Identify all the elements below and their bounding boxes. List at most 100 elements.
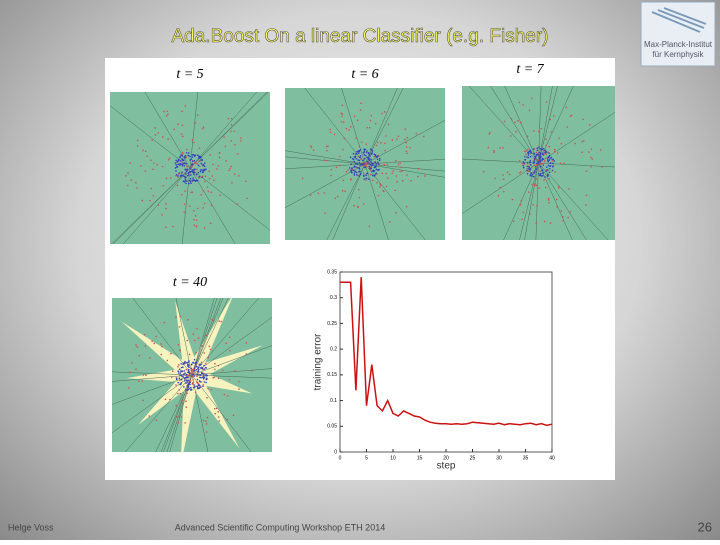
sample-point [370,158,372,161]
sample-point [357,152,360,155]
sample-point [194,215,197,217]
sample-point [375,155,377,158]
sample-point [183,373,185,376]
sample-point [175,170,177,172]
sample-point [171,370,174,373]
sample-point [131,362,133,364]
sample-point [370,161,372,163]
sample-point [392,170,394,172]
sample-point [534,158,536,160]
logo-text: Max-Planck-Institut [644,40,713,49]
sample-point [206,186,209,188]
sample-point [562,219,564,222]
sample-point [404,128,407,130]
sample-point [187,388,190,391]
sample-point [518,172,521,174]
sample-point [351,171,353,174]
sample-point [185,148,188,151]
sample-point [330,174,332,177]
sample-point [547,199,550,201]
sample-point [166,110,168,113]
sample-point [203,352,205,354]
sample-point [240,137,242,139]
sample-point [223,136,225,138]
sample-point [560,142,563,145]
sample-point [207,356,210,359]
sample-point [354,170,356,172]
sample-point [529,213,531,215]
sample-point [191,179,194,182]
sample-point [188,360,190,362]
sample-point [590,148,593,150]
sample-point [203,202,206,205]
sample-point [203,373,205,376]
sample-point [588,151,590,153]
sample-point [186,165,188,168]
sample-point [167,113,169,116]
sample-point [539,152,541,154]
sample-point [176,184,179,187]
sample-point [202,419,205,422]
sample-point [525,150,527,152]
sample-point [179,372,182,374]
sample-point [563,162,565,165]
sample-point [199,170,202,173]
sample-point [556,152,559,154]
footer-event: Advanced Scientific Computing Workshop E… [175,522,385,532]
sample-point [178,379,181,382]
sample-point [384,149,387,152]
sample-point [366,160,369,163]
sample-point [129,371,132,374]
sample-point [353,160,356,163]
sample-point [206,397,208,399]
sample-point [312,149,315,151]
sample-point [204,362,207,365]
sample-point [194,168,196,170]
panel-label: t = 7 [516,62,544,77]
sample-point [536,153,539,155]
sample-point [405,146,408,148]
sample-point [339,164,341,167]
sample-point [518,101,521,104]
sample-point [354,155,357,158]
sample-point [535,184,538,187]
sample-point [374,161,377,163]
sample-point [189,172,191,174]
sample-point [185,182,187,185]
sample-point [374,122,377,125]
sample-point [366,150,368,152]
sample-point [545,168,548,171]
sample-point [192,373,194,376]
sample-point [369,168,371,171]
x-tick-label: 5 [365,455,368,461]
sample-point [182,366,184,368]
sample-point [193,339,196,342]
sample-point [190,164,193,166]
sample-point [529,168,532,171]
sample-point [164,226,167,229]
y-tick-label: 0.1 [330,398,337,404]
sample-point [202,207,204,209]
sample-point [511,198,514,201]
sample-point [170,177,172,179]
sample-point [502,147,504,149]
sample-point [519,121,522,124]
sample-point [510,117,513,120]
panel-label: t = 5 [176,67,203,82]
sample-point [186,180,188,182]
sample-point [198,380,201,382]
sample-point [582,118,584,121]
sample-point [345,170,348,173]
sample-point [530,175,533,177]
sample-point [493,149,495,152]
sample-point [529,161,531,164]
sample-point [540,172,542,175]
sample-point [528,109,531,112]
sample-point [238,388,240,390]
sample-point [184,156,186,158]
sample-point [599,149,602,151]
sample-point [174,162,177,164]
sample-point [150,187,153,190]
sample-point [336,195,339,198]
sample-point [177,344,180,346]
